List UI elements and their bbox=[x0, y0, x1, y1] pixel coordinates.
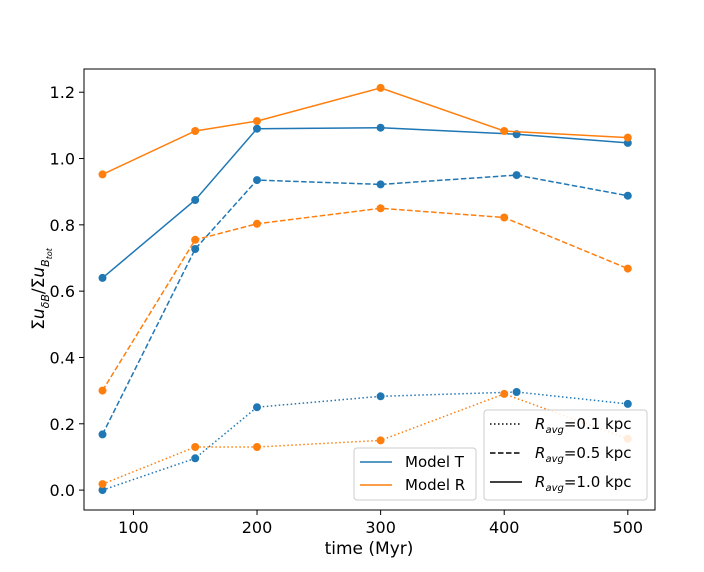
y-label-subsub-2: tot bbox=[45, 247, 54, 259]
data-point-model-t-05 bbox=[98, 430, 107, 439]
y-tick-label: 0.0 bbox=[50, 481, 75, 500]
series-line-model-t-01 bbox=[102, 391, 628, 491]
data-point-model-t-10 bbox=[191, 196, 200, 204]
data-point-model-r-05 bbox=[98, 386, 107, 395]
y-tick-label: 1.0 bbox=[50, 150, 75, 169]
x-tick-label: 400 bbox=[489, 518, 520, 537]
series-line-model-t-05 bbox=[101, 174, 628, 435]
data-point-model-t-05 bbox=[623, 191, 632, 200]
series-line-model-r-10 bbox=[102, 87, 628, 176]
data-point-model-t-01 bbox=[191, 454, 200, 463]
data-point-model-t-10 bbox=[98, 273, 107, 282]
y-axis-label: ΣuδB/ΣuBtot bbox=[29, 247, 54, 330]
data-point-model-t-05 bbox=[512, 171, 521, 180]
y-tick-label: 0.4 bbox=[50, 348, 75, 367]
data-point-model-r-10 bbox=[253, 117, 261, 126]
series-line-model-r-05 bbox=[101, 207, 629, 391]
data-point-model-r-10 bbox=[98, 170, 107, 179]
x-axis: 100 200 300 400 500 bbox=[118, 510, 643, 537]
x-tick-label: 500 bbox=[613, 518, 644, 537]
plot-frame bbox=[83, 68, 656, 511]
y-label-sub-1: δB bbox=[39, 294, 52, 308]
data-point-model-t-05 bbox=[253, 176, 261, 185]
data-point-model-r-01 bbox=[253, 443, 261, 451]
data-point-model-r-10 bbox=[376, 83, 385, 92]
legend-models-box bbox=[353, 447, 477, 501]
data-point-model-t-01 bbox=[98, 486, 107, 495]
y-label-sum-2: Σ bbox=[29, 278, 49, 289]
data-point-model-r-01 bbox=[98, 480, 107, 489]
data-point-model-r-05 bbox=[500, 213, 509, 222]
data-point-model-r-10 bbox=[623, 133, 632, 142]
data-point-model-r-10 bbox=[191, 127, 200, 135]
data-point-model-r-01 bbox=[376, 436, 385, 445]
data-point-model-r-01 bbox=[191, 443, 200, 451]
y-label-slash: / bbox=[29, 288, 49, 294]
y-tick-label: 0.6 bbox=[50, 282, 75, 301]
legend-model-t-label: Model T bbox=[405, 453, 465, 471]
legend-ravg-0-label: Ravg=0.1 kpc bbox=[535, 415, 632, 436]
legend-model-r-label: Model R bbox=[405, 476, 465, 494]
data-point-model-r-05 bbox=[191, 235, 200, 244]
legend-ravg: Ravg=0.1 kpc Ravg=0.5 kpc Ravg=1.0 kpc bbox=[483, 409, 648, 501]
data-point-model-t-10 bbox=[253, 124, 261, 133]
x-tick-label: 100 bbox=[118, 518, 149, 537]
y-tick-label: 0.8 bbox=[50, 216, 75, 235]
y-tick-label: 1.2 bbox=[50, 83, 75, 102]
y-label-u-1: u bbox=[29, 308, 49, 319]
y-tick-label: 0.2 bbox=[50, 415, 75, 434]
legend-models: Model T Model R bbox=[353, 447, 477, 501]
data-point-model-t-01 bbox=[512, 388, 521, 396]
data-point-model-r-05 bbox=[253, 219, 261, 228]
data-point-model-t-01 bbox=[376, 392, 385, 401]
data-point-model-r-01 bbox=[500, 389, 509, 398]
series-line-model-t-10 bbox=[102, 126, 628, 279]
series-layer bbox=[98, 83, 632, 495]
data-point-model-t-05 bbox=[376, 180, 385, 189]
x-axis-label: time (Myr) bbox=[325, 539, 414, 559]
legend-ravg-1-label: Ravg=0.5 kpc bbox=[535, 444, 632, 465]
x-tick-label: 300 bbox=[365, 518, 396, 537]
y-label-sub-2: B bbox=[39, 259, 52, 267]
y-label-u-2: u bbox=[29, 267, 49, 278]
data-point-model-r-05 bbox=[376, 204, 385, 213]
y-axis: 0.0 0.2 0.4 0.6 0.8 1.0 1.2 bbox=[50, 83, 84, 500]
legend-ravg-box bbox=[483, 409, 648, 501]
data-point-model-r-10 bbox=[500, 127, 509, 135]
x-tick-label: 200 bbox=[242, 518, 273, 537]
data-point-model-t-01 bbox=[253, 403, 261, 412]
data-point-model-t-05 bbox=[191, 245, 200, 253]
data-point-model-t-10 bbox=[376, 123, 385, 132]
data-point-model-r-05 bbox=[623, 264, 632, 273]
legend-ravg-2-label: Ravg=1.0 kpc bbox=[535, 473, 632, 494]
data-point-model-t-01 bbox=[623, 399, 632, 408]
y-label-sum-1: Σ bbox=[29, 319, 49, 330]
